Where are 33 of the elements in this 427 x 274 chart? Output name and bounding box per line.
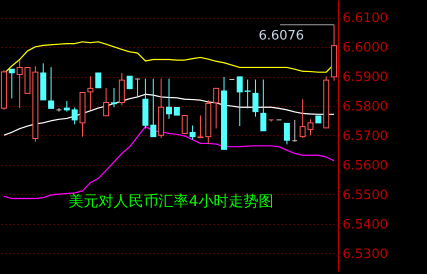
y-tick-label: 6.5900 — [342, 70, 388, 86]
candlestick — [300, 98, 306, 138]
candlestick — [307, 118, 314, 136]
candlestick — [236, 76, 243, 127]
y-tick-label: 6.5400 — [342, 217, 388, 232]
y-tick-label: 6.6100 — [342, 11, 388, 26]
candlestick — [252, 79, 258, 118]
candlestick — [48, 66, 54, 109]
candlestick — [103, 88, 110, 116]
candlestick — [197, 114, 204, 139]
y-tick-label: 6.5500 — [342, 188, 388, 203]
candlestick — [118, 72, 125, 106]
candlestick — [134, 78, 141, 98]
y-tick-label: 6.6000 — [342, 40, 388, 56]
candlestick — [87, 76, 94, 110]
candlestick — [292, 119, 298, 142]
annotation: 6.6076 — [258, 28, 304, 44]
y-tick-label: 6.5300 — [342, 246, 388, 262]
candlestick — [95, 72, 102, 88]
candlestick — [126, 76, 133, 90]
candlestick — [182, 114, 188, 134]
candlestick — [284, 122, 290, 145]
y-tick-label: 6.5700 — [342, 129, 388, 144]
candlestick — [8, 68, 15, 99]
candlestick — [150, 78, 156, 138]
candlestick — [244, 79, 251, 109]
y-tick-label: 6.5800 — [342, 100, 388, 115]
text: 美元对人民币汇率4小时走势图 — [68, 192, 274, 210]
candlestick — [260, 79, 266, 132]
candlestick — [166, 78, 172, 120]
candlestick — [190, 124, 196, 140]
y-tick-label: 6.5600 — [342, 158, 388, 174]
candlestick — [16, 60, 23, 109]
